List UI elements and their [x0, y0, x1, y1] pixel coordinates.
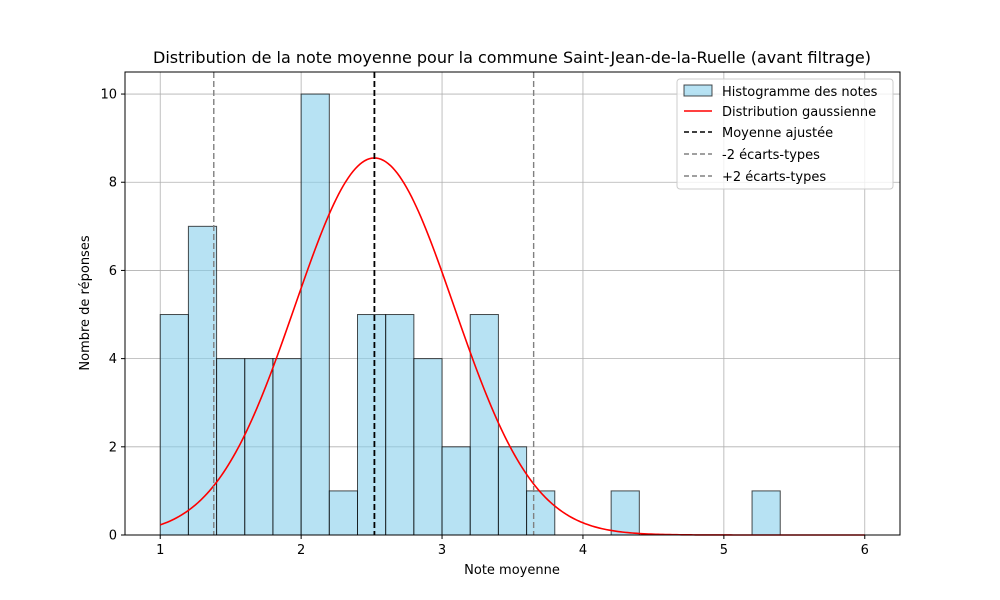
- histogram-bar: [328, 490, 358, 536]
- x-tick-label: 4: [579, 543, 587, 558]
- legend: Histogramme des notes Distribution gauss…: [676, 78, 894, 190]
- histogram-bar: [751, 490, 781, 536]
- y-tick-label: 0: [109, 529, 117, 544]
- y-axis-label: Nombre de réponses: [78, 235, 93, 370]
- x-tick-label: 2: [297, 543, 305, 558]
- x-axis-ticks: 1 2 3 4 5 6: [156, 535, 869, 558]
- legend-minus2sd-label: -2 écarts-types: [722, 148, 820, 163]
- x-axis-label: Note moyenne: [464, 563, 560, 578]
- histogram-bar: [469, 314, 499, 536]
- legend-histogram-swatch: [683, 84, 713, 97]
- histogram-bar: [187, 225, 218, 536]
- x-tick-label: 1: [156, 543, 164, 558]
- legend-plus2sd-label: +2 écarts-types: [722, 170, 826, 185]
- histogram-bar: [526, 490, 556, 536]
- reference-lines: [213, 72, 535, 535]
- x-tick-label: 6: [861, 543, 869, 558]
- plot-frame: [124, 71, 901, 536]
- histogram-bar: [244, 358, 274, 536]
- y-tick-label: 4: [109, 352, 117, 367]
- y-tick-label: 6: [109, 264, 117, 279]
- legend-gaussian-label: Distribution gaussienne: [722, 105, 876, 120]
- histogram-bar: [441, 446, 471, 536]
- histogram-bar: [357, 314, 387, 536]
- chart-title: Distribution de la note moyenne pour la …: [153, 48, 871, 67]
- x-tick-label: 5: [720, 543, 728, 558]
- legend-histogram-label: Histogramme des notes: [722, 85, 878, 100]
- y-tick-label: 8: [109, 176, 117, 191]
- histogram-bar: [159, 314, 189, 536]
- histogram-bar: [413, 358, 443, 536]
- legend-mean-label: Moyenne ajustée: [722, 126, 833, 141]
- histogram-bar: [272, 358, 302, 536]
- histogram-bar: [385, 314, 415, 536]
- legend-box: [676, 78, 894, 190]
- histogram-bar: [497, 446, 528, 536]
- histogram-bar: [216, 358, 246, 536]
- histogram-bar: [610, 490, 640, 536]
- histogram-bar: [300, 93, 330, 536]
- y-tick-label: 2: [109, 440, 117, 455]
- y-tick-label: 10: [100, 88, 117, 103]
- x-tick-label: 3: [438, 543, 446, 558]
- histogram-bars: [159, 93, 781, 536]
- y-axis-ticks: 0 2 4 6 8 10: [100, 88, 125, 544]
